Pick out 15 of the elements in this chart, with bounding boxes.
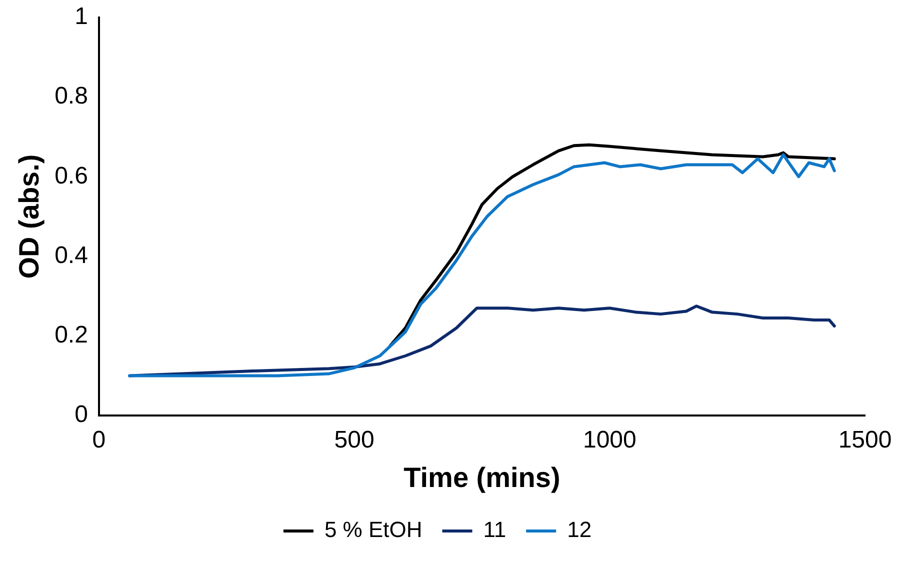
x-tick-label: 0 (92, 426, 106, 454)
x-tick-label: 500 (334, 426, 374, 454)
y-axis-title: OD (abs.) (14, 154, 45, 279)
y-tick-label: 0 (74, 401, 88, 428)
y-tick-label: 0.2 (54, 322, 88, 349)
y-tick-label: 0.8 (54, 82, 88, 110)
legend-label: 11 (483, 517, 506, 542)
y-tick-label: 0.6 (54, 162, 88, 190)
x-axis-title: Time (mins) (404, 462, 560, 493)
x-tick-label: 1500 (838, 426, 892, 454)
y-tick-label: 0.4 (54, 242, 88, 269)
y-tick-label: 1 (74, 3, 88, 30)
x-tick-label: 1000 (582, 426, 636, 454)
legend-label: 5 % EtOH (324, 517, 422, 542)
legend-label: 12 (567, 517, 592, 542)
